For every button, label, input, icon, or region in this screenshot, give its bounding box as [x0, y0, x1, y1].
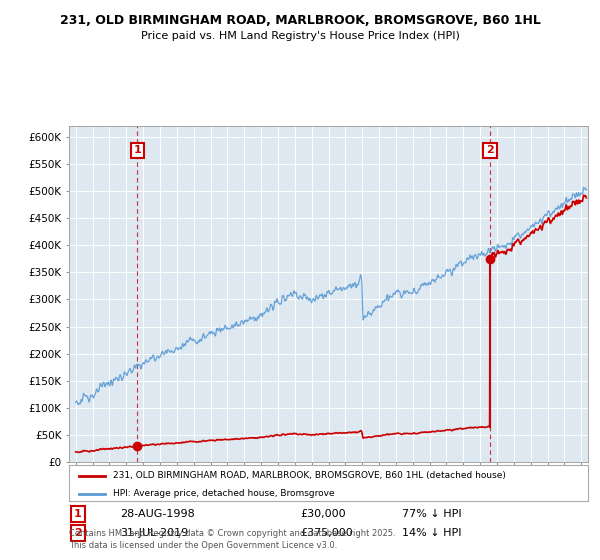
Text: 2: 2: [486, 146, 494, 155]
Text: 31-JUL-2019: 31-JUL-2019: [120, 528, 188, 538]
Text: Contains HM Land Registry data © Crown copyright and database right 2025.
This d: Contains HM Land Registry data © Crown c…: [69, 529, 395, 550]
Text: 231, OLD BIRMINGHAM ROAD, MARLBROOK, BROMSGROVE, B60 1HL: 231, OLD BIRMINGHAM ROAD, MARLBROOK, BRO…: [59, 14, 541, 27]
Text: 1: 1: [74, 509, 82, 519]
Text: 28-AUG-1998: 28-AUG-1998: [120, 509, 195, 519]
Text: 77% ↓ HPI: 77% ↓ HPI: [402, 509, 461, 519]
Text: 2: 2: [74, 528, 82, 538]
Text: 1: 1: [133, 146, 141, 155]
Text: HPI: Average price, detached house, Bromsgrove: HPI: Average price, detached house, Brom…: [113, 489, 335, 498]
Text: Price paid vs. HM Land Registry's House Price Index (HPI): Price paid vs. HM Land Registry's House …: [140, 31, 460, 41]
Text: 14% ↓ HPI: 14% ↓ HPI: [402, 528, 461, 538]
Text: £375,000: £375,000: [300, 528, 353, 538]
Text: 231, OLD BIRMINGHAM ROAD, MARLBROOK, BROMSGROVE, B60 1HL (detached house): 231, OLD BIRMINGHAM ROAD, MARLBROOK, BRO…: [113, 471, 506, 480]
Text: £30,000: £30,000: [300, 509, 346, 519]
